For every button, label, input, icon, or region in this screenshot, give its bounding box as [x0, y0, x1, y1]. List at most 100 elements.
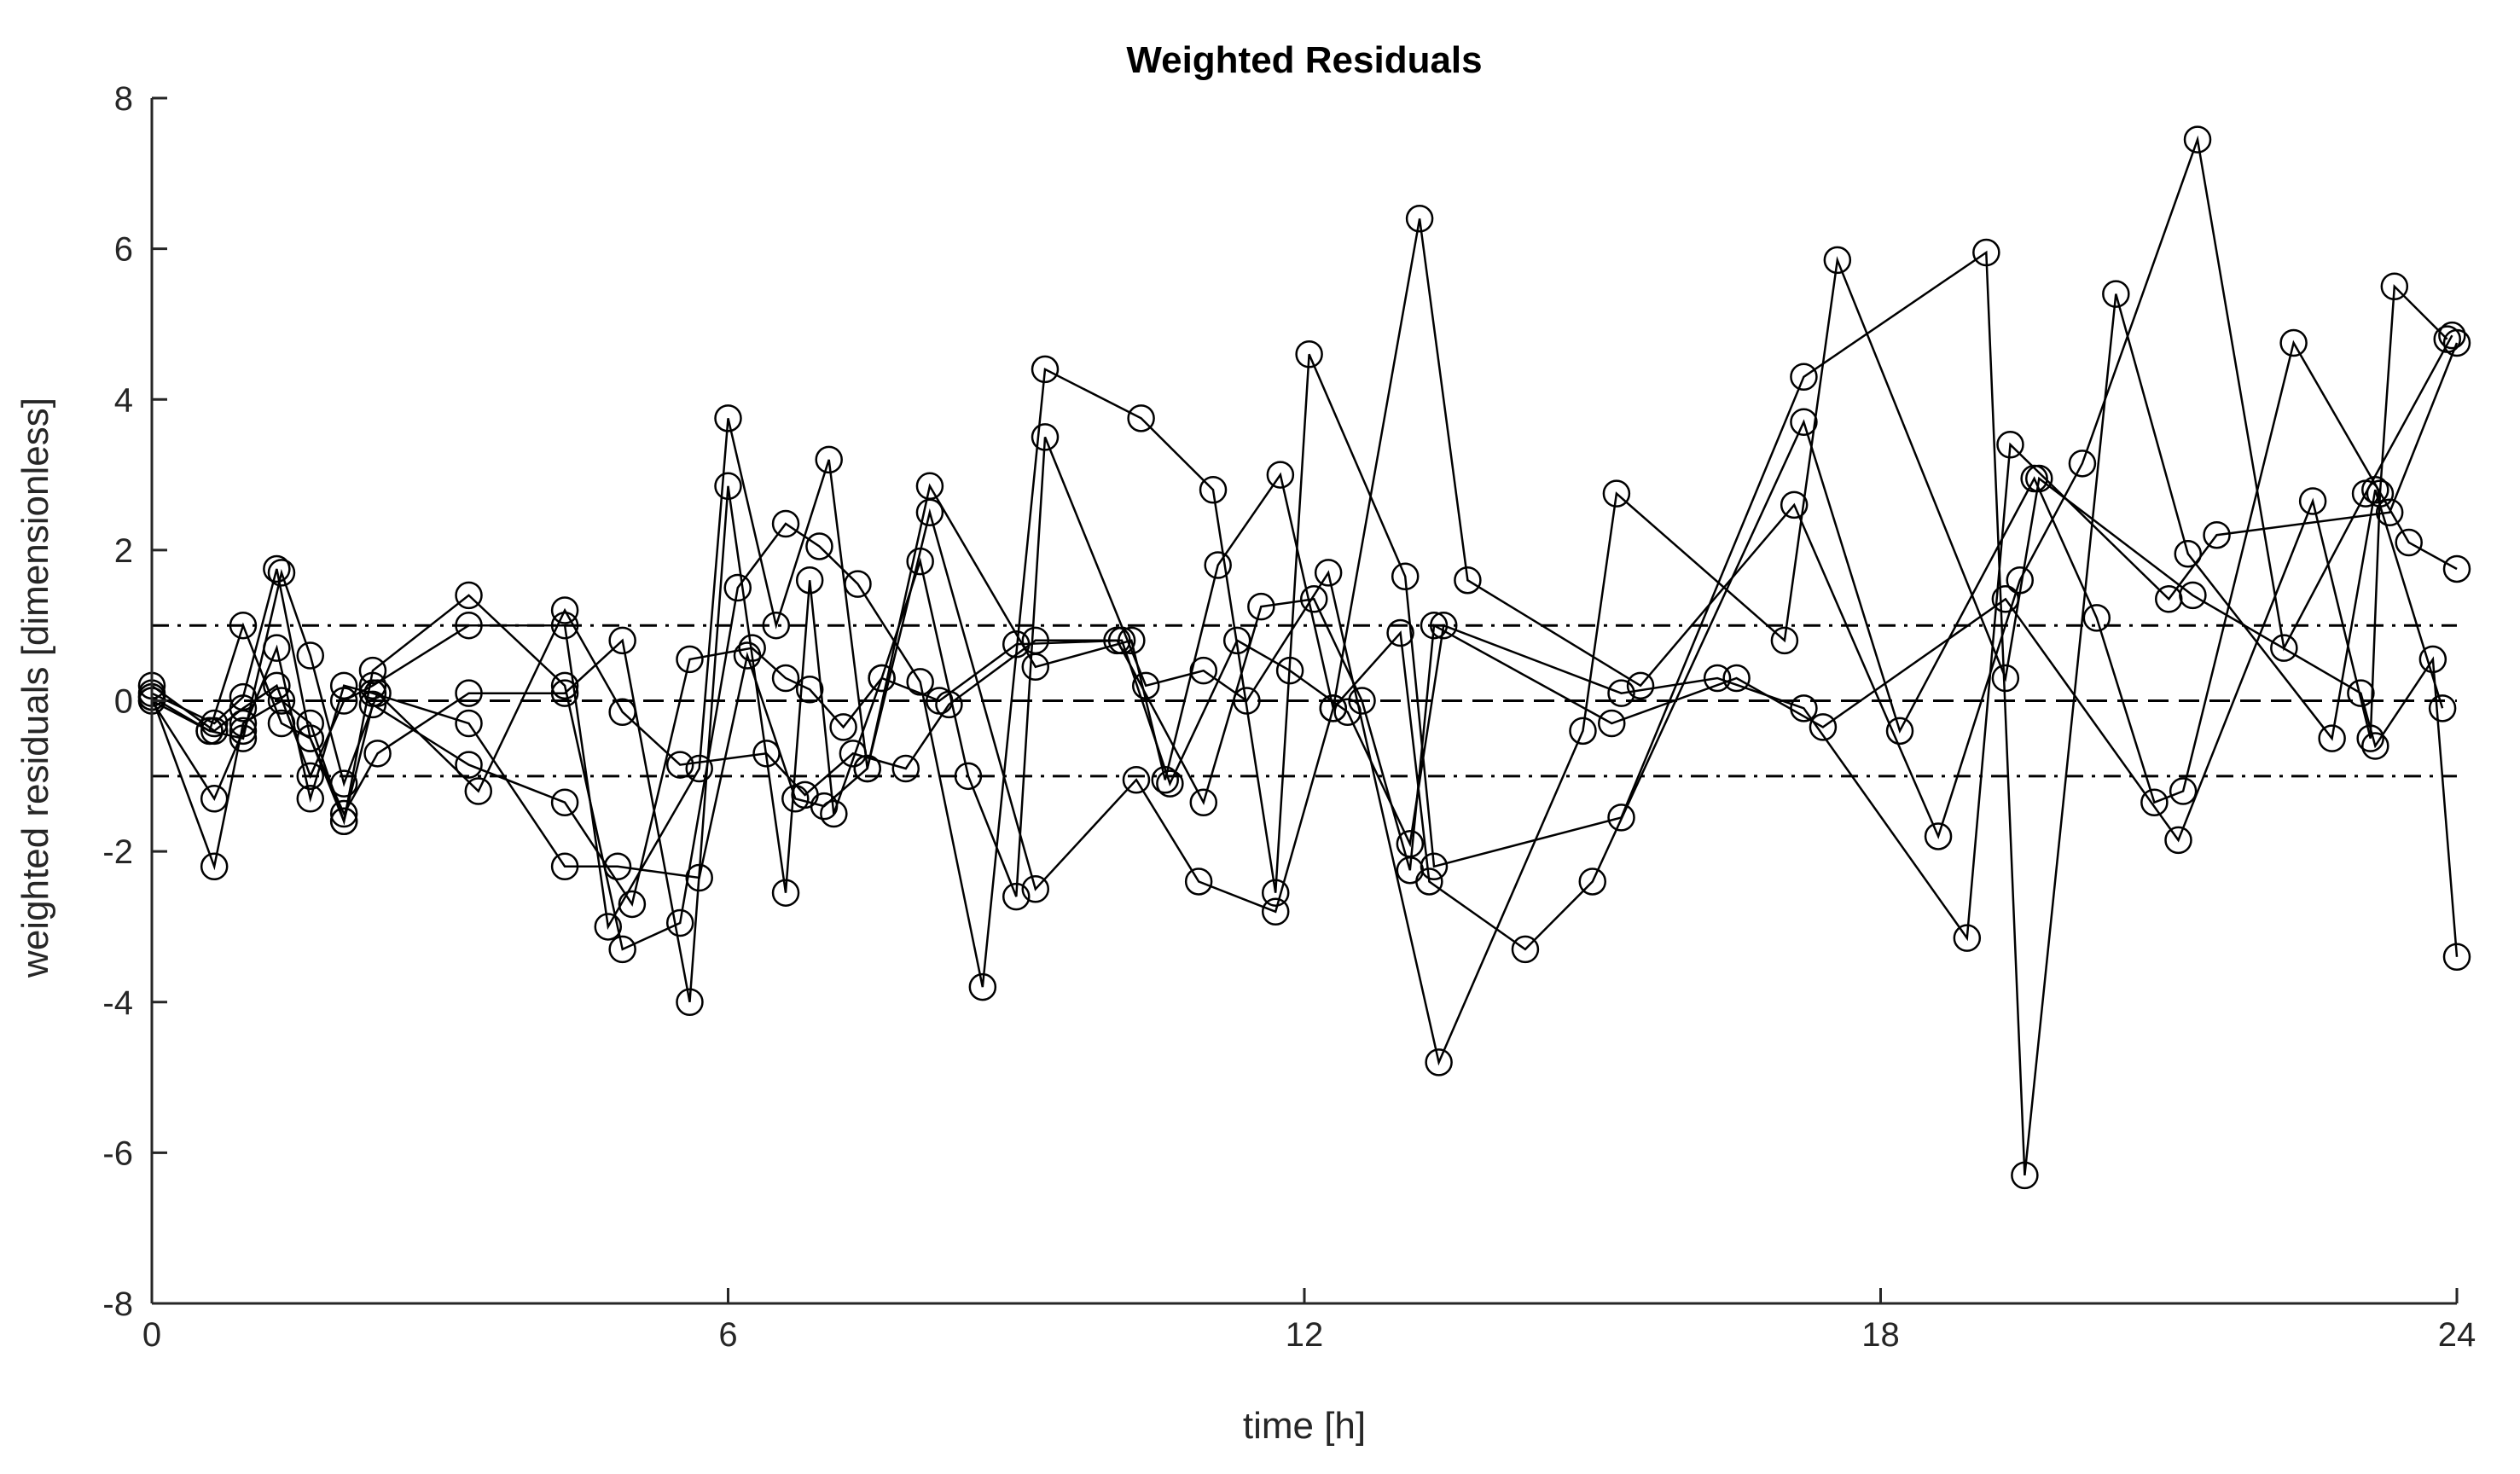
data-point: [267, 559, 296, 587]
data-point: [550, 596, 579, 624]
data-point: [2140, 788, 2169, 816]
data-point: [329, 807, 358, 836]
data-point: [1266, 461, 1295, 489]
data-point: [229, 724, 258, 752]
data-point: [195, 717, 224, 746]
data-point: [1823, 246, 1852, 275]
data-point: [1261, 897, 1290, 926]
chart-title: Weighted Residuals: [1126, 39, 1482, 81]
data-point: [1578, 868, 1606, 896]
data-point: [1703, 664, 1732, 693]
data-point: [1131, 671, 1160, 700]
data-point: [296, 641, 325, 670]
data-point: [1031, 423, 1060, 451]
data-point: [455, 709, 483, 738]
data-point: [853, 754, 881, 783]
series-line-s5: [150, 342, 2459, 942]
data-point: [296, 785, 325, 813]
data-point: [791, 781, 819, 810]
data-point: [1626, 671, 1655, 700]
data-point: [1189, 656, 1218, 685]
data-point: [1420, 611, 1449, 640]
data-point: [1809, 713, 1838, 741]
y-tick-label: -4: [102, 984, 133, 1022]
data-point: [1295, 340, 1323, 368]
data-point: [358, 656, 387, 685]
data-point: [1607, 804, 1635, 832]
data-point: [296, 709, 325, 738]
data-point: [1103, 626, 1131, 655]
y-tick-label: 0: [114, 683, 133, 721]
data-point: [2380, 272, 2409, 301]
x-tick-label: 12: [1286, 1316, 1324, 1354]
data-point: [665, 908, 694, 937]
data-point: [550, 679, 579, 707]
data-point: [968, 972, 997, 1001]
data-point: [829, 713, 857, 741]
data-point: [608, 626, 636, 655]
series-s6: [137, 272, 2461, 885]
data-point: [738, 634, 766, 662]
data-point: [2418, 645, 2447, 674]
data-point: [723, 573, 752, 602]
data-point: [2298, 487, 2327, 515]
data-point: [1405, 205, 1434, 233]
data-point: [1314, 559, 1343, 587]
data-point: [2366, 479, 2395, 508]
data-point: [329, 769, 358, 798]
data-point: [550, 788, 579, 816]
data-point: [795, 676, 824, 704]
x-tick-label: 6: [718, 1316, 737, 1354]
data-point: [2279, 328, 2308, 357]
x-tick-label: 24: [2438, 1316, 2476, 1354]
data-point: [752, 740, 781, 768]
data-point: [771, 664, 800, 693]
data-point: [1204, 551, 1232, 579]
data-point: [1972, 238, 2000, 267]
series-s4: [137, 246, 2471, 1076]
data-point: [1569, 717, 1597, 746]
y-tick-label: 2: [114, 532, 133, 570]
data-point: [1189, 788, 1218, 816]
data-point: [820, 799, 848, 828]
data-point: [329, 799, 358, 828]
data-point: [2347, 679, 2375, 707]
data-point: [2438, 321, 2466, 350]
data-point: [1790, 408, 1818, 436]
data-point: [1247, 592, 1275, 621]
data-point: [891, 754, 920, 783]
data-point: [1511, 935, 1540, 964]
data-point: [1333, 698, 1362, 726]
data-point: [771, 509, 800, 538]
data-point: [839, 740, 868, 768]
data-point: [200, 709, 229, 738]
data-point: [2442, 554, 2471, 583]
y-tick-label: 8: [114, 80, 133, 118]
data-point: [1598, 709, 1626, 738]
data-point: [263, 554, 291, 583]
series-line-s1: [151, 135, 2453, 931]
reference-lines: [152, 624, 2457, 778]
data-point: [1199, 475, 1228, 504]
x-axis-label: time [h]: [1243, 1405, 1366, 1447]
data-point: [2068, 450, 2097, 478]
data-point: [2169, 777, 2198, 805]
data-point: [2361, 475, 2389, 504]
data-point: [1184, 868, 1213, 896]
data-point: [455, 611, 483, 640]
data-point: [2442, 943, 2471, 972]
data-point: [263, 671, 291, 700]
data-point: [1770, 626, 1799, 655]
data-point: [608, 935, 636, 964]
data-point: [2356, 724, 2384, 752]
data-point: [1991, 664, 2020, 693]
data-point: [676, 988, 704, 1016]
data-point: [1429, 611, 1458, 640]
y-tick-label: -8: [102, 1285, 133, 1323]
data-point: [1021, 875, 1050, 903]
data-point: [2270, 634, 2298, 662]
data-point: [2025, 464, 2053, 493]
series-s2: [137, 328, 2471, 964]
data-point: [229, 717, 258, 746]
data-point: [954, 762, 983, 791]
